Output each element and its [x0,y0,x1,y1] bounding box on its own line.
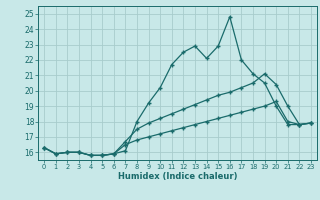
X-axis label: Humidex (Indice chaleur): Humidex (Indice chaleur) [118,172,237,181]
